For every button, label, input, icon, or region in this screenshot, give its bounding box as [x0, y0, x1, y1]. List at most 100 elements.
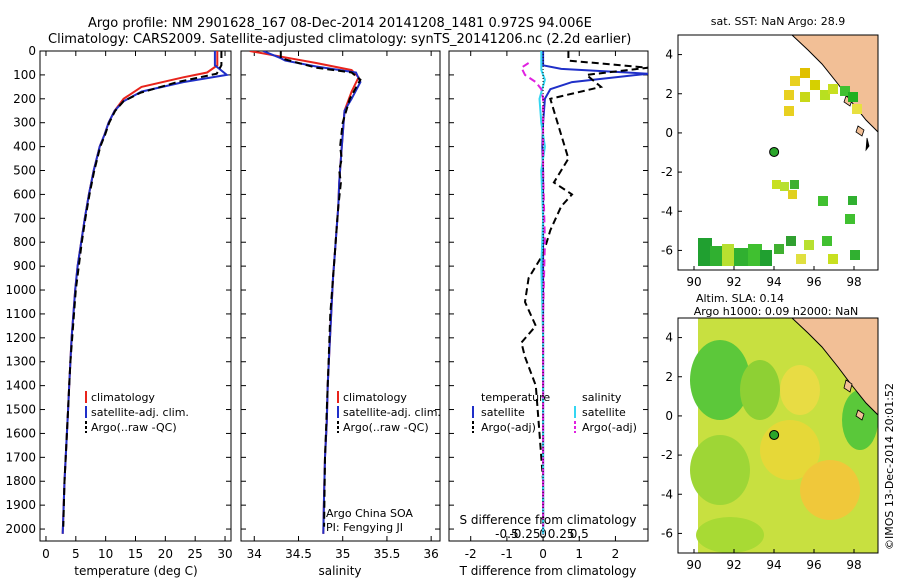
lon-tick-label: 92	[726, 275, 741, 289]
y-tick-label: 1300	[5, 355, 36, 369]
salinity-legend: climatology satellite-adj. clim. Argo(..…	[337, 391, 441, 434]
lon-tick-label: 98	[846, 558, 861, 572]
lat-tick-label: 4	[665, 48, 673, 62]
sla-anomaly	[800, 460, 860, 520]
sst-pixel	[818, 196, 828, 206]
lon-tick-label: 96	[806, 558, 821, 572]
lon-tick-label: 98	[846, 275, 861, 289]
sst-map-panel: sat. SST: NaN Argo: 28.9	[661, 15, 879, 289]
island	[843, 379, 853, 393]
lon-tick-label: 90	[686, 275, 701, 289]
sla-anomaly	[780, 365, 820, 415]
sla-latitude-ticks: 4 2 0 -2 -4 -6	[661, 331, 682, 540]
legend-s-argo-label: Argo(-adj)	[582, 421, 637, 434]
sst-pixel	[784, 90, 794, 100]
sst-pixel	[822, 236, 832, 246]
x-tick-label: 2	[612, 547, 620, 561]
sst-pixel	[828, 254, 838, 264]
series-line-salinity-satellite	[538, 51, 546, 534]
sst-pixel	[828, 84, 838, 94]
sst-pixel	[852, 104, 862, 114]
sst-pixel	[848, 92, 858, 102]
sst-longitude-ticks: 90 92 94 96 98	[686, 266, 862, 289]
y-tick-label: 1500	[5, 403, 36, 417]
salinity-depth-ticks	[241, 50, 440, 530]
sla-longitude-ticks: 90 92 94 96 98	[686, 549, 862, 572]
temperature-panel: 0100200300400500600700800900100011001200…	[5, 44, 232, 578]
sst-pixel	[790, 180, 799, 189]
series-line-argo-adj	[520, 51, 648, 527]
float-operator-label: Argo China SOA	[326, 507, 413, 520]
sla-map-content	[690, 318, 878, 553]
x-tick-label: 15	[128, 547, 143, 561]
sst-map-border	[677, 34, 879, 271]
island	[865, 137, 870, 152]
series-line-argo-raw-qc	[62, 51, 223, 527]
y-tick-label: 1200	[5, 331, 36, 345]
legend-temperature-heading: temperature	[481, 391, 550, 404]
lat-tick-label: -2	[661, 448, 673, 462]
x-tick-label: 30	[217, 547, 232, 561]
sst-pixel	[698, 238, 712, 266]
island	[855, 409, 865, 421]
lat-tick-label: 4	[665, 331, 673, 345]
x-tick-label: 34.5	[285, 547, 312, 561]
y-tick-label: 1400	[5, 379, 36, 393]
series-line-argo-raw-qc	[279, 51, 362, 527]
x-tick-label: 0	[42, 547, 50, 561]
difference-series	[520, 51, 648, 541]
sst-pixel	[760, 250, 772, 266]
x-tick-label: -2	[465, 547, 477, 561]
lat-tick-label: -6	[661, 526, 673, 540]
island	[855, 125, 865, 137]
principal-investigator-label: PI: Fengying JI	[326, 521, 403, 534]
lon-tick-label: 94	[766, 275, 781, 289]
x-tick-label: 0	[539, 547, 547, 561]
lon-tick-label: 94	[766, 558, 781, 572]
sst-pixel	[786, 236, 796, 246]
x-tick-label: 25	[188, 547, 203, 561]
y-tick-label: 1700	[5, 450, 36, 464]
lat-tick-label: 0	[665, 126, 673, 140]
s-diff-tick-label: -0.5	[495, 527, 518, 541]
y-tick-label: 500	[13, 164, 36, 178]
legend-t-argo-label: Argo(-adj)	[481, 421, 536, 434]
salinity-panel: 34 34.5 35 35.5 36 salinity climatology sate…	[240, 50, 441, 578]
s-difference-axis-label: S difference from climatology	[460, 513, 637, 527]
sla-map-panel: Altim. SLA: 0.14 Argo h1000: 0.09 h2000:…	[661, 292, 879, 572]
y-tick-label: 2000	[5, 522, 36, 536]
figure-title-line1: Argo profile: NM 2901628_167 08-Dec-2014…	[88, 16, 592, 31]
sst-pixel	[722, 244, 734, 266]
sla-anomaly	[690, 435, 750, 505]
sst-pixel	[772, 180, 781, 189]
sst-pixel	[840, 86, 850, 96]
sla-anomaly	[696, 517, 764, 553]
temperature-axis-label: temperature (deg C)	[74, 564, 197, 578]
sst-pixel	[810, 80, 820, 90]
x-tick-label: 34	[247, 547, 262, 561]
sla-map-title-line1: Altim. SLA: 0.14	[696, 292, 784, 305]
lat-tick-label: -4	[661, 204, 673, 218]
lat-tick-label: 2	[665, 370, 673, 384]
lat-tick-label: -6	[661, 243, 673, 257]
depth-axis-ticks: 0 100 200 300 400 500 600 700 800 900 1000 1100 1200…	[5, 44, 231, 536]
series-line-salinity-argo-adj	[520, 62, 546, 527]
y-tick-label: 400	[13, 140, 36, 154]
legend-satellite-label: satellite-adj. clim.	[343, 406, 441, 419]
sst-pixel	[804, 240, 814, 250]
lat-tick-label: -4	[661, 487, 673, 501]
sst-pixel	[845, 214, 855, 224]
lat-tick-label: -2	[661, 165, 673, 179]
legend-climatology-label: climatology	[91, 391, 155, 404]
figure-title-line2: Climatology: CARS2009. Satellite-adjuste…	[48, 32, 631, 47]
argo-float-marker	[769, 146, 780, 157]
imos-credit: ©IMOS 13-Dec-2014 20:01:52	[883, 383, 896, 550]
s-diff-tick-label: 0.25	[548, 527, 575, 541]
x-tick-label: 20	[158, 547, 173, 561]
sst-pixel	[780, 182, 789, 191]
sst-pixel	[748, 244, 762, 266]
y-tick-label: 1100	[5, 307, 36, 321]
sst-latitude-ticks: 4 2 0 -2 -4 -6	[661, 48, 682, 257]
